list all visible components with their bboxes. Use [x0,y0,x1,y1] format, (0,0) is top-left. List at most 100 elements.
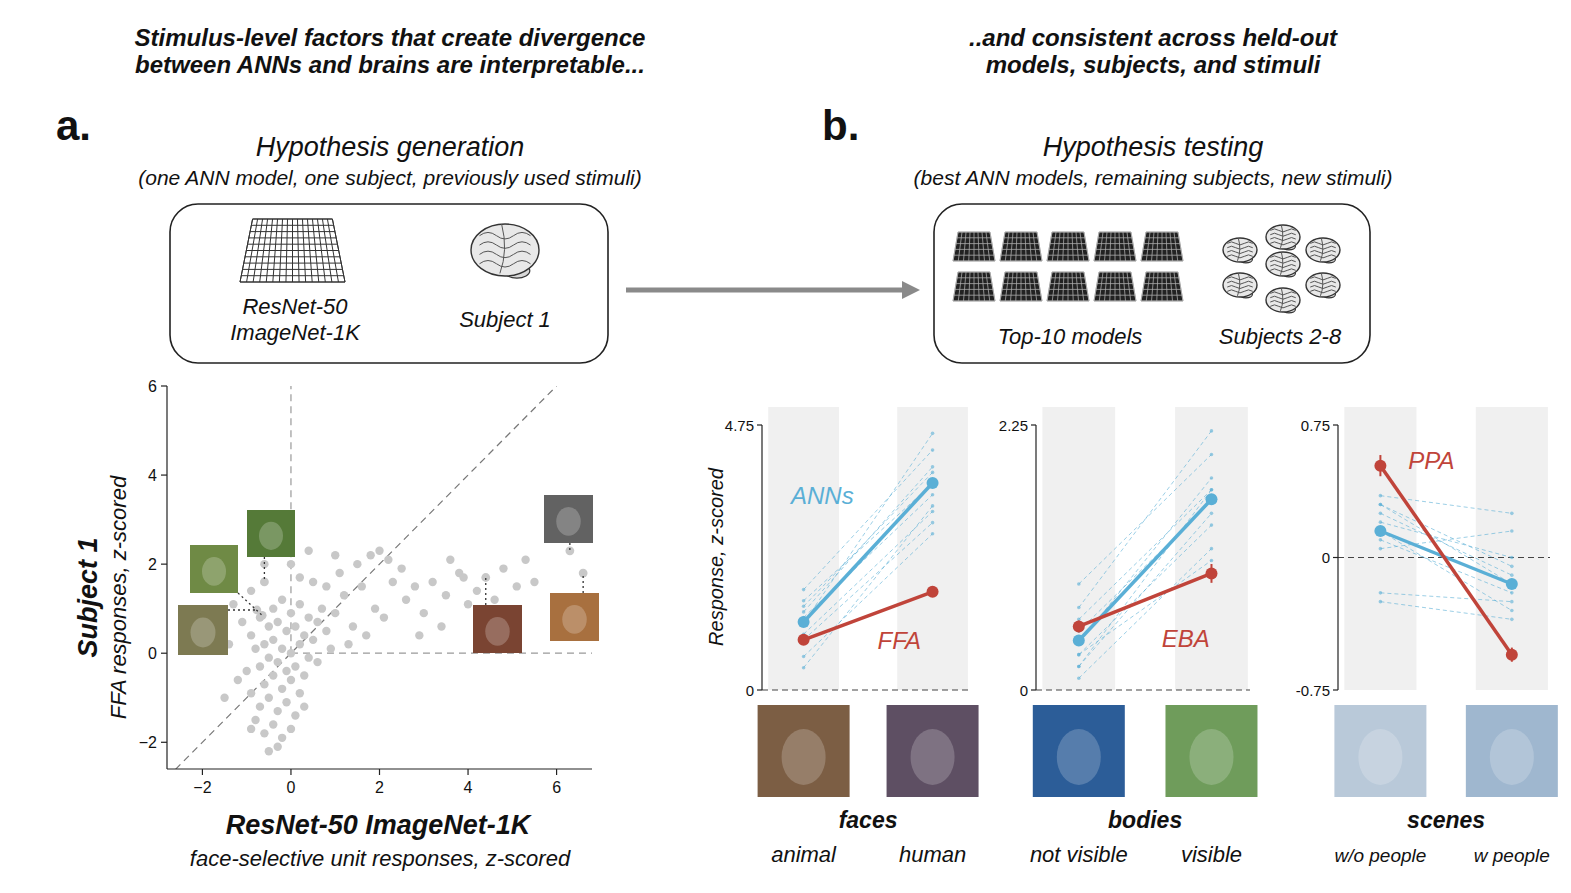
scatter-point [358,582,366,590]
grid-line [956,283,992,284]
grid-line [1033,272,1037,301]
grid-line [1142,255,1182,256]
grid-line [240,282,345,283]
model-line [1079,560,1212,654]
grid-line [1146,232,1178,233]
model-icon [1141,232,1183,261]
grid-line [1095,295,1135,296]
model-icon [1000,272,1042,301]
gyrus [480,251,531,257]
leader-line [582,573,583,593]
model-icon [1047,272,1089,301]
scatter-point [291,711,299,719]
stimulus-image [1033,705,1125,797]
arrow [626,288,904,293]
y-tick-label: -0.75 [1296,682,1330,699]
category-label: animal [771,842,837,867]
leader-line [238,593,262,615]
grid-line [253,219,333,220]
grid-line [964,232,967,261]
grid-line [245,256,340,257]
grid-line [1005,272,1009,301]
model-point [1210,547,1214,551]
model-point [931,510,935,514]
stimulus-image [1165,705,1257,797]
stimulus-image [1334,705,1426,797]
grid-line [1005,232,1037,233]
scatter-point [247,725,255,733]
y-tick [161,564,167,565]
stimulus-image [887,705,979,797]
model-icon [1141,272,1183,301]
model-point [1379,591,1383,595]
scatter-point [309,636,317,644]
model-icon [1094,232,1136,261]
stimulus-image [473,605,522,653]
series-label: ANNs [789,482,854,509]
grid-line [1000,232,1005,261]
line-marks [1374,455,1517,662]
scatter-point [490,596,498,604]
grid-line [954,255,994,256]
scatter-marks [167,386,592,769]
grid-line [1048,255,1088,256]
grid-line [1115,272,1116,301]
line-marks [798,432,939,670]
y-tick-label: 0 [746,682,754,699]
model-line [1380,540,1511,593]
grid-line [1145,237,1179,238]
model-line [1380,593,1511,602]
leader-line [569,543,570,551]
grid-line [1029,272,1032,301]
model-point [1077,653,1081,657]
model-point [931,448,935,452]
identity-line [167,386,557,769]
model-point [802,599,806,603]
scatter-point [327,645,335,653]
series-point [1374,460,1386,472]
heading: models, subjects, and stimuli [986,51,1322,78]
grid-line [1131,272,1136,301]
scatter-point [397,564,405,572]
scatter-point [362,631,370,639]
model-point [931,465,935,469]
zero-line [291,653,592,654]
model-plane [240,219,345,282]
scatter-point [282,627,290,635]
x-tick-label: 0 [287,779,296,796]
x-tick-label: 2 [375,779,384,796]
figure: Stimulus-level factors that create diver… [0,0,1571,893]
stimulus-image [544,495,593,543]
model-point [1077,653,1081,657]
grid-line [1052,272,1056,301]
model-icon [240,219,345,282]
grid-line [1166,232,1167,261]
scatter-point [229,600,237,608]
scatter-point [309,578,317,586]
model-point [1077,665,1081,669]
scatter-point [296,573,304,581]
category-label: w people [1474,845,1550,866]
sulcus [1320,273,1322,296]
series-label: EBA [1162,625,1210,652]
scatter-point [220,694,228,702]
grid-line [1050,283,1086,284]
grid-line [986,232,990,261]
grid-line [1005,272,1037,273]
cortex [1266,225,1300,249]
grid-line [1005,232,1009,261]
model-point [931,493,935,497]
scatter-point [411,582,419,590]
model-point [802,610,806,614]
stimulus-image-detail [1490,729,1534,785]
scatter-point [442,591,450,599]
grid-line [969,272,970,301]
grid-line [1068,272,1069,301]
grid-line [953,232,958,261]
grid-line [1052,232,1056,261]
grid-line [978,272,979,301]
stimulus-image-detail [911,729,955,785]
grid-line [1029,232,1032,261]
sulcus [1280,288,1282,311]
scatter-point [278,645,286,653]
